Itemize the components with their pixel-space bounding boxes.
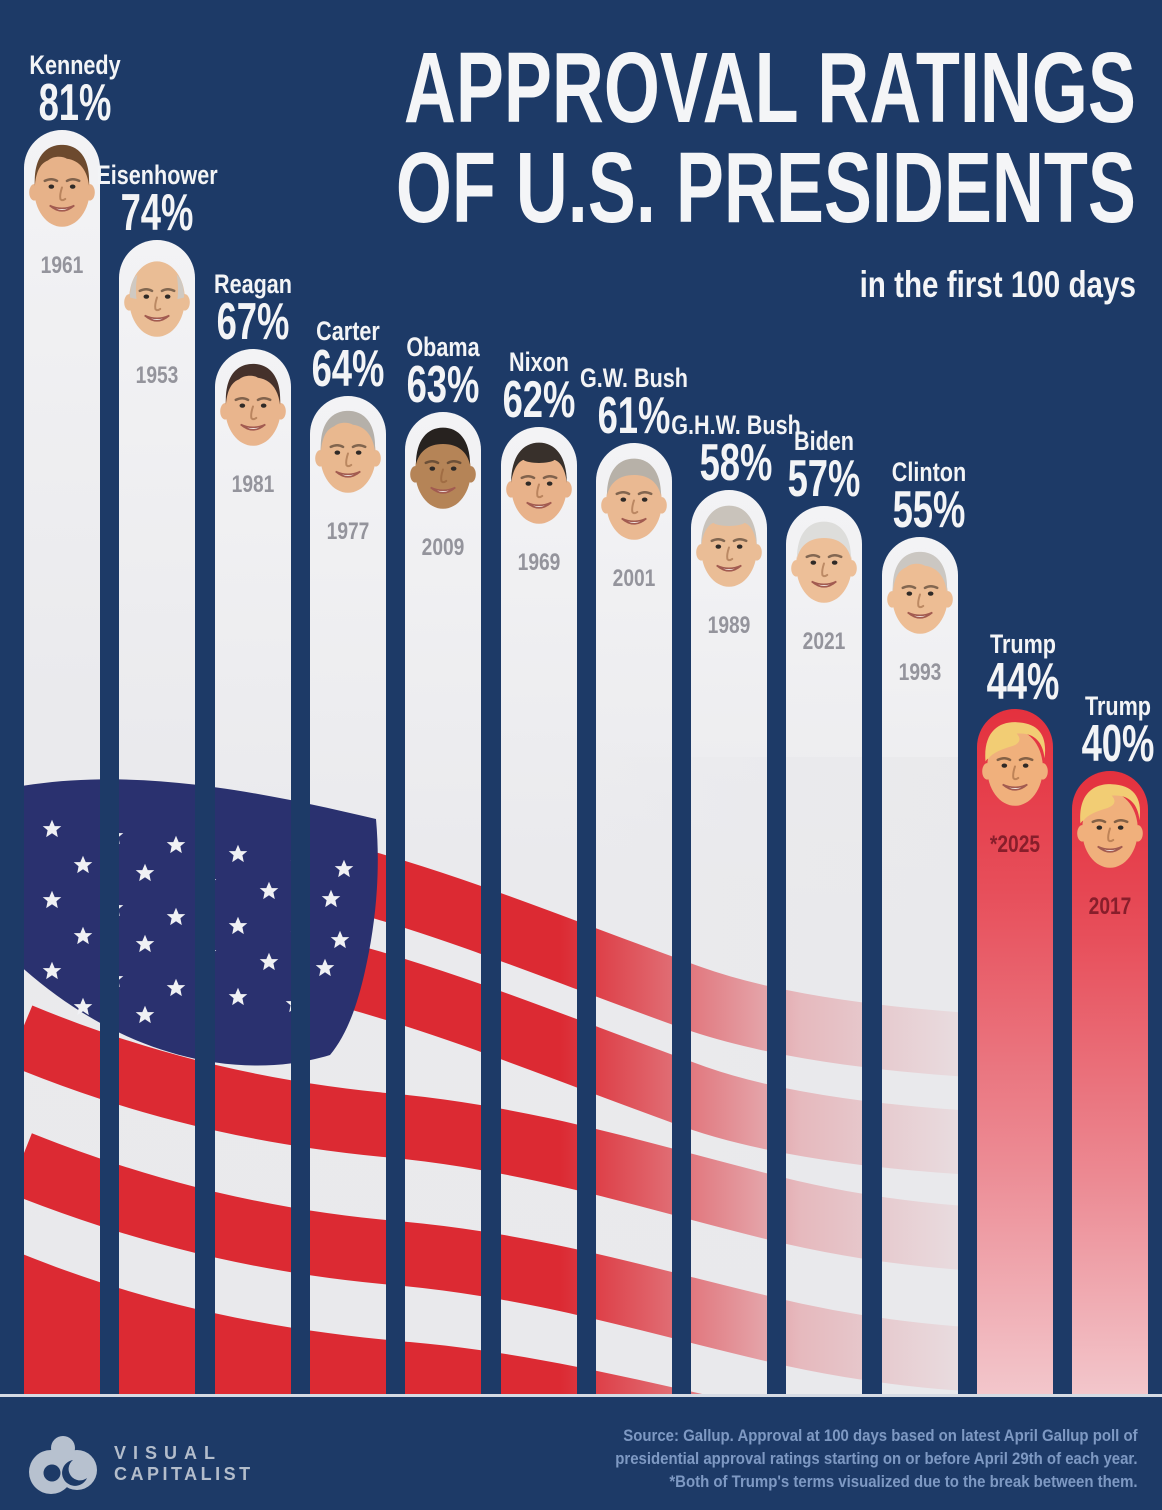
president-name: Nixon bbox=[508, 347, 569, 377]
president-label: Nixon 62% bbox=[399, 347, 679, 429]
president-photo bbox=[315, 410, 381, 493]
us-flag-in-bar bbox=[786, 757, 862, 1397]
president-label: Trump 40% bbox=[978, 691, 1162, 773]
visual-capitalist-wordmark: VISUAL CAPITALIST bbox=[114, 1443, 254, 1485]
approval-percentage: 67% bbox=[216, 293, 290, 351]
approval-percentage: 62% bbox=[502, 371, 575, 429]
source-note: Source: Gallup. Approval at 100 days bas… bbox=[616, 1424, 1138, 1493]
us-flag-in-bar bbox=[310, 757, 386, 1397]
us-flag-in-bar bbox=[119, 757, 195, 1397]
president-photo bbox=[982, 722, 1048, 806]
us-flag-in-bar bbox=[596, 757, 672, 1397]
inauguration-year: 1953 bbox=[135, 362, 179, 389]
approval-percentage: 57% bbox=[787, 450, 861, 508]
president-photo bbox=[124, 261, 191, 337]
approval-bar bbox=[1072, 771, 1149, 1397]
inauguration-year: 1993 bbox=[898, 659, 942, 686]
president-label: Trump 44% bbox=[883, 629, 1162, 711]
approval-percentage: 74% bbox=[120, 184, 194, 242]
president-label: Carter 64% bbox=[208, 316, 488, 398]
president-photo bbox=[505, 442, 572, 524]
inauguration-year: 2017 bbox=[1088, 893, 1132, 920]
inauguration-year: *2025 bbox=[989, 831, 1041, 858]
president-name: Reagan bbox=[213, 269, 292, 299]
source-line3: *Both of Trump's terms visualized due to… bbox=[669, 1472, 1138, 1491]
inauguration-year: 1969 bbox=[517, 549, 560, 576]
president-photo bbox=[791, 521, 858, 603]
approval-bar bbox=[500, 427, 577, 1397]
president-photo bbox=[219, 363, 286, 446]
president-name: G.H.W. Bush bbox=[671, 410, 801, 440]
chart-subtitle: in the first 100 days bbox=[859, 264, 1136, 305]
approval-bar bbox=[881, 537, 958, 1397]
chart-title-block: APPROVAL RATINGS OF U.S. PRESIDENTS in t… bbox=[108, 38, 1136, 306]
approval-percentage: 64% bbox=[311, 340, 385, 398]
president-name: Biden bbox=[794, 426, 855, 456]
inauguration-year: 1961 bbox=[40, 252, 84, 279]
president-photo bbox=[1077, 784, 1144, 868]
us-flag-in-bar bbox=[24, 757, 100, 1397]
president-label: Eisenhower 74% bbox=[17, 160, 297, 242]
inauguration-year: 2009 bbox=[421, 534, 465, 561]
chart-baseline bbox=[0, 1394, 1162, 1397]
president-label: G.W. Bush 61% bbox=[494, 363, 774, 445]
president-name: Clinton bbox=[891, 457, 966, 487]
chart-title-line1: APPROVAL RATINGS bbox=[403, 32, 1136, 144]
president-name: Trump bbox=[1085, 691, 1152, 721]
approval-bar bbox=[214, 349, 291, 1397]
president-photo bbox=[886, 551, 953, 634]
president-photo bbox=[410, 427, 476, 509]
logo-text-line1: VISUAL bbox=[114, 1443, 223, 1463]
approval-percentage: 55% bbox=[892, 481, 966, 539]
president-name: Eisenhower bbox=[96, 160, 218, 190]
president-label: Clinton 55% bbox=[789, 457, 1069, 539]
approval-percentage: 81% bbox=[38, 74, 112, 132]
president-name: Kennedy bbox=[29, 50, 121, 80]
us-flag-in-bar bbox=[691, 757, 767, 1397]
approval-percentage: 61% bbox=[597, 387, 671, 445]
approval-bar bbox=[24, 130, 100, 1397]
approval-bar bbox=[405, 412, 482, 1397]
visual-capitalist-logo: VISUAL CAPITALIST bbox=[26, 1430, 254, 1498]
president-photo bbox=[601, 458, 667, 540]
approval-bar bbox=[119, 240, 196, 1397]
inauguration-year: 1981 bbox=[231, 471, 274, 498]
approval-percentage: 63% bbox=[406, 356, 480, 414]
approval-bar bbox=[786, 506, 863, 1397]
inauguration-year: 1989 bbox=[707, 612, 751, 639]
president-photo bbox=[29, 144, 95, 227]
president-name: Obama bbox=[406, 332, 480, 362]
approval-bar bbox=[691, 490, 768, 1397]
approval-bar bbox=[309, 396, 386, 1397]
president-name: Trump bbox=[989, 629, 1056, 659]
president-photo bbox=[696, 505, 762, 587]
president-label: Kennedy 81% bbox=[0, 50, 215, 132]
us-flag-in-bar bbox=[405, 757, 481, 1397]
logo-text-line2: CAPITALIST bbox=[114, 1464, 254, 1484]
inauguration-year: 1977 bbox=[326, 518, 370, 545]
us-flag-in-bar bbox=[882, 757, 958, 1397]
us-flag-in-bar bbox=[215, 757, 291, 1397]
approval-bar bbox=[977, 709, 1053, 1397]
approval-percentage: 58% bbox=[699, 434, 773, 492]
approval-percentage: 40% bbox=[1081, 715, 1155, 773]
president-name: G.W. Bush bbox=[579, 363, 688, 393]
inauguration-year: 2001 bbox=[612, 565, 656, 592]
president-label: Biden 57% bbox=[684, 426, 964, 508]
source-line1: Source: Gallup. Approval at 100 days bas… bbox=[623, 1426, 1138, 1445]
us-flag-in-bar bbox=[501, 757, 577, 1397]
chart-title-line2: OF U.S. PRESIDENTS bbox=[395, 132, 1136, 244]
president-name: Carter bbox=[316, 316, 380, 346]
approval-bar bbox=[595, 443, 672, 1397]
inauguration-year: 2021 bbox=[803, 628, 846, 655]
president-label: G.H.W. Bush 58% bbox=[596, 410, 876, 492]
president-label: Reagan 67% bbox=[113, 269, 393, 351]
source-line2: presidential approval ratings starting o… bbox=[615, 1449, 1138, 1468]
visual-capitalist-logo-icon bbox=[29, 1436, 97, 1494]
president-label: Obama 63% bbox=[303, 332, 583, 414]
approval-percentage: 44% bbox=[986, 653, 1060, 711]
